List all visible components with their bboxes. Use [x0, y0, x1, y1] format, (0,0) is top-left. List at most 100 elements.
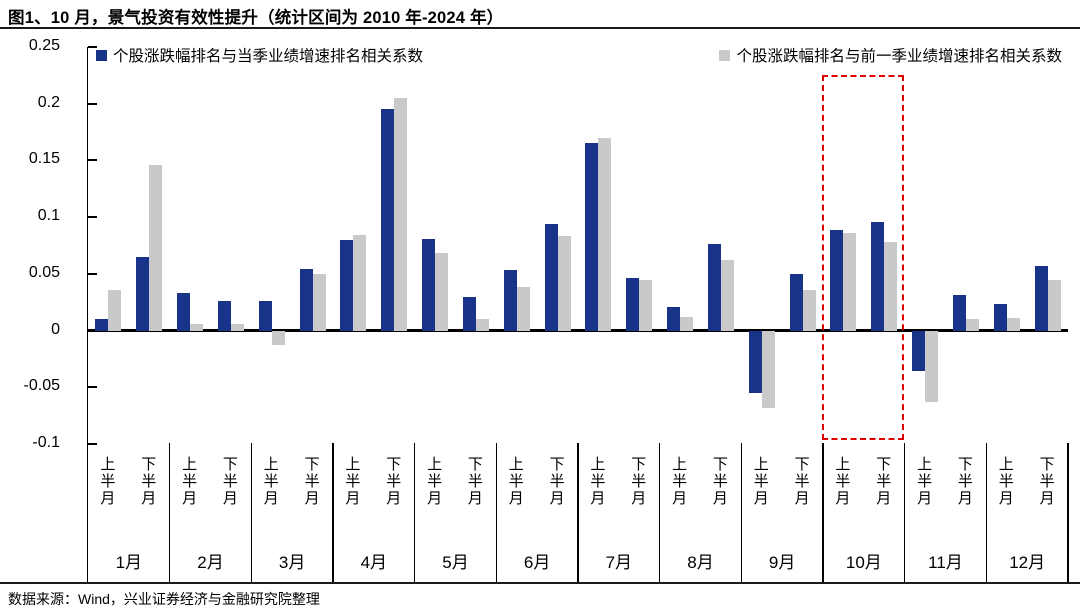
bar-previous: [1006, 318, 1020, 331]
bar-current: [789, 273, 803, 331]
y-tick-mark: [88, 46, 97, 48]
half-month-label: 上半月: [343, 456, 361, 507]
title-divider: [0, 27, 1080, 29]
bar-current: [748, 330, 762, 393]
legend-swatch-current: [96, 49, 107, 61]
month-separator: [168, 443, 171, 583]
bar-previous: [802, 289, 816, 331]
bar-current: [503, 270, 517, 331]
bar-previous: [312, 273, 326, 331]
y-tick-mark: [88, 159, 97, 162]
data-source-note: 数据来源：Wind，兴业证券经济与金融研究院整理: [8, 591, 320, 607]
legend: 个股涨跌幅排名与当季业绩增速排名相关系数 个股涨跌幅排名与前一季业绩增速排名相关…: [96, 44, 1062, 66]
bar-previous: [353, 235, 367, 331]
month-label: 11月: [928, 553, 963, 572]
half-month-label: 上半月: [915, 456, 933, 507]
half-month-label: 下半月: [874, 456, 892, 507]
y-tick-label: 0.25: [28, 37, 60, 54]
bar-current: [952, 295, 966, 331]
month-label: 2月: [197, 553, 224, 572]
october-highlight-box: [822, 75, 905, 440]
chart-bottom-border: [0, 582, 1080, 584]
y-tick-mark: [88, 386, 97, 389]
bar-current: [585, 143, 599, 331]
bar-current: [626, 278, 640, 331]
half-month-label: 下半月: [710, 456, 728, 507]
bar-previous: [516, 287, 530, 331]
y-tick-label: -0.05: [23, 377, 60, 395]
month-label: 10月: [845, 553, 882, 572]
legend-item-current: 个股涨跌幅排名与当季业绩增速排名相关系数: [96, 44, 423, 66]
zero-line: [86, 329, 1068, 332]
month-separator: [495, 443, 498, 583]
half-month-label: 下半月: [629, 456, 647, 507]
bar-current: [1034, 265, 1048, 331]
bar-current: [871, 221, 885, 331]
month-label: 9月: [768, 553, 796, 572]
bar-previous: [1047, 279, 1061, 331]
bar-previous: [761, 330, 775, 408]
bar-current: [217, 301, 231, 331]
bar-previous: [435, 253, 449, 331]
bar-current: [177, 293, 191, 331]
y-tick-mark: [88, 272, 97, 275]
bar-current: [912, 330, 926, 372]
half-month-label: 上半月: [98, 456, 116, 507]
month-separator: [577, 443, 579, 583]
bar-previous: [557, 236, 571, 331]
bar-current: [136, 256, 150, 331]
month-separator: [250, 443, 253, 583]
half-month-label: 上半月: [751, 456, 769, 507]
y-tick-label: 0: [51, 320, 60, 338]
bar-current: [462, 296, 476, 331]
y-tick-mark: [88, 102, 97, 105]
bar-previous: [639, 279, 653, 331]
month-label: 8月: [687, 553, 714, 572]
month-separator: [1067, 443, 1069, 583]
legend-swatch-previous: [719, 49, 731, 61]
half-month-label: 下半月: [384, 456, 402, 507]
bar-previous: [108, 289, 122, 331]
bar-current: [422, 238, 436, 331]
bar-current: [993, 304, 1007, 331]
half-month-label: 下半月: [955, 456, 973, 507]
bar-previous: [965, 319, 979, 331]
half-month-label: 下半月: [547, 456, 565, 507]
bar-current: [258, 301, 272, 331]
bar-previous: [884, 242, 898, 331]
half-month-label: 上半月: [506, 456, 524, 507]
bar-previous: [230, 323, 244, 331]
bar-previous: [598, 137, 612, 331]
y-tick-label: 0.2: [37, 93, 60, 111]
half-month-label: 上半月: [180, 456, 198, 507]
bar-previous: [720, 260, 734, 331]
half-month-label: 下半月: [302, 456, 320, 507]
half-month-label: 上半月: [425, 456, 443, 507]
month-separator: [822, 443, 824, 583]
legend-item-previous: 个股涨跌幅排名与前一季业绩增速排名相关系数: [719, 44, 1062, 66]
y-axis-line: [86, 47, 88, 583]
bar-previous: [680, 316, 694, 331]
half-month-label: 上半月: [588, 456, 606, 507]
bar-current: [340, 239, 354, 331]
bar-current: [95, 319, 109, 331]
month-separator: [740, 443, 743, 583]
month-separator: [658, 443, 661, 583]
month-label: 12月: [1009, 553, 1046, 572]
half-month-label: 下半月: [1037, 456, 1055, 507]
month-separator: [413, 443, 416, 583]
bar-previous: [843, 233, 857, 331]
bar-previous: [925, 330, 939, 403]
bar-previous: [394, 98, 408, 331]
bar-current: [707, 244, 721, 331]
month-separator: [332, 443, 334, 583]
y-tick-label: -0.1: [32, 434, 60, 451]
month-label: 6月: [523, 553, 551, 572]
half-month-label: 上半月: [996, 456, 1014, 507]
half-month-label: 上半月: [261, 456, 279, 507]
half-month-label: 下半月: [792, 456, 810, 507]
month-label: 1月: [115, 553, 143, 572]
bar-current: [544, 223, 558, 331]
